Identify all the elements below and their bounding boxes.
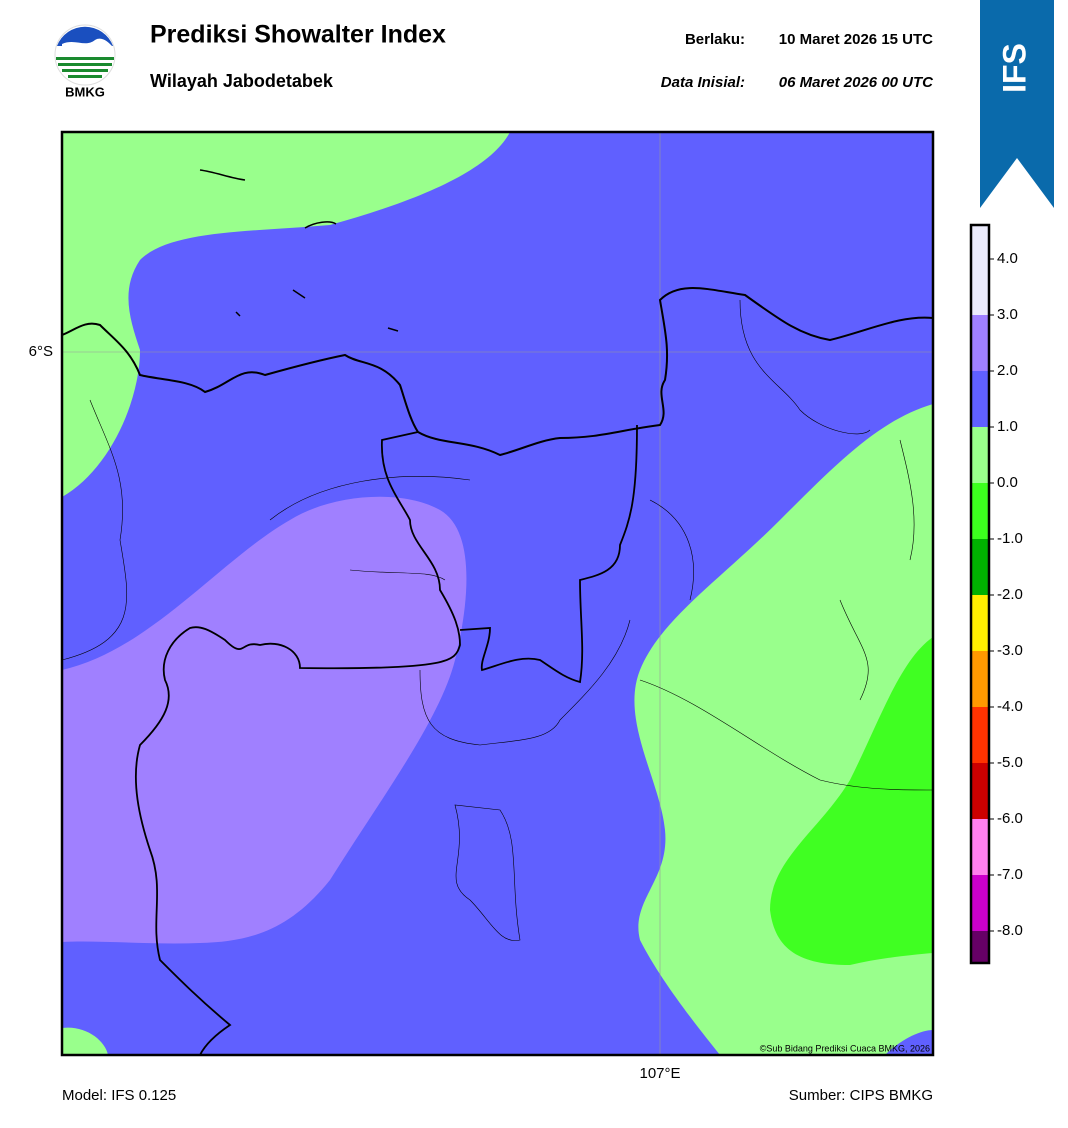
colorbar-tick-label: 1.0 — [997, 418, 1018, 435]
logo — [54, 24, 116, 86]
colorbar-tick-label: -7.0 — [997, 866, 1023, 883]
colorbar-segment — [971, 595, 989, 651]
colorbar-segment — [971, 315, 989, 371]
init-label: Data Inisial: — [661, 74, 745, 91]
colorbar: 4.0 3.0 2.0 1.0 0.0 -1.0 -2.0 -3.0 -4.0 -5.0 -6.0 -… — [969, 223, 1023, 965]
logo-text: BMKG — [65, 84, 105, 99]
footer-model: Model: IFS 0.125 — [62, 1087, 176, 1104]
colorbar-tick-label: -1.0 — [997, 530, 1023, 547]
colorbar-tick-label: 4.0 — [997, 250, 1018, 267]
lat-label: 6°S — [29, 343, 53, 360]
colorbar-frame — [969, 223, 991, 965]
valid-time: 10 Maret 2026 15 UTC — [779, 31, 933, 48]
colorbar-segment — [971, 371, 989, 427]
colorbar-tick-label: -3.0 — [997, 642, 1023, 659]
colorbar-segment — [971, 539, 989, 595]
subtitle: Wilayah Jabodetabek — [150, 71, 334, 91]
title: Prediksi Showalter Index — [150, 21, 446, 49]
lon-label: 107°E — [639, 1065, 680, 1082]
colorbar-tick-label: -2.0 — [997, 586, 1023, 603]
colorbar-tick-label: -5.0 — [997, 754, 1023, 771]
colorbar-segment — [971, 225, 989, 315]
footer-source: Sumber: CIPS BMKG — [789, 1087, 933, 1104]
valid-label: Berlaku: — [685, 31, 745, 48]
colorbar-segment — [971, 763, 989, 819]
colorbar-tick-label: 2.0 — [997, 362, 1018, 379]
colorbar-segment — [971, 875, 989, 931]
colorbar-tick-label: 3.0 — [997, 306, 1018, 323]
colorbar-segment — [971, 483, 989, 539]
colorbar-segment — [971, 427, 989, 483]
colorbar-segment — [971, 651, 989, 707]
init-time: 06 Maret 2026 00 UTC — [779, 74, 934, 91]
model-badge-bg — [980, 0, 1054, 208]
map-field — [62, 132, 933, 1055]
colorbar-tick-label: -6.0 — [997, 810, 1023, 827]
map-frame — [60, 130, 935, 1057]
colorbar-tick-label: 0.0 — [997, 474, 1018, 491]
colorbar-tick-label: -4.0 — [997, 698, 1023, 715]
colorbar-tick-label: -8.0 — [997, 922, 1023, 939]
colorbar-segment — [971, 707, 989, 763]
colorbar-segment — [971, 931, 989, 963]
model-badge: IFS — [996, 43, 1032, 93]
colorbar-segment — [971, 819, 989, 875]
credit: ©Sub Bidang Prediksi Cuaca BMKG, 2026 — [760, 1043, 930, 1053]
